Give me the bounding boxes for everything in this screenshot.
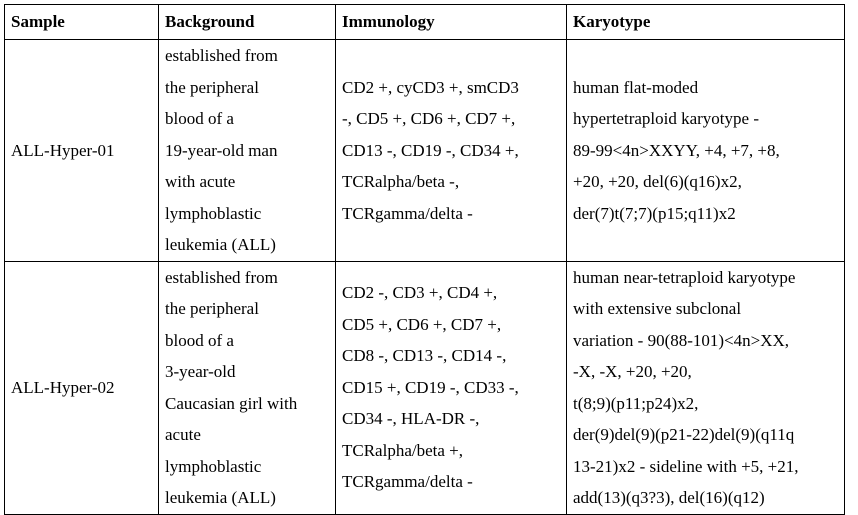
- text-line: CD15 +, CD19 -, CD33 -,: [342, 377, 519, 397]
- text-line: t(8;9)(p11;p24)x2,: [573, 393, 699, 413]
- text-line: CD8 -, CD13 -, CD14 -,: [342, 346, 507, 366]
- header-background: Background: [158, 4, 336, 40]
- text-line: der(7)t(7;7)(p15;q11)x2: [573, 203, 736, 223]
- immunology-cell: CD2 -, CD3 +, CD4 +, CD5 +, CD6 +, CD7 +…: [335, 260, 567, 515]
- text-line: TCRgamma/delta -: [342, 203, 473, 223]
- text-line: blood of a: [165, 109, 234, 128]
- cell-line-table: Sample Background Immunology Karyotype A…: [4, 4, 845, 515]
- text-line: 19-year-old man: [165, 140, 278, 160]
- text-line: 89-99<4n>XXYY, +4, +7, +8,: [573, 140, 780, 160]
- karyotype-cell: human near-tetraploid karyotype with ext…: [566, 260, 845, 515]
- text-line: with extensive subclonal: [573, 299, 742, 318]
- text-line: der(9)del(9)(p21-22)del(9)(q11q: [573, 425, 795, 444]
- text-line: hypertetraploid karyotype -: [573, 109, 759, 128]
- text-line: human flat-moded: [573, 77, 699, 97]
- text-line: TCRalpha/beta -,: [342, 172, 460, 191]
- text-line: leukemia (ALL): [165, 488, 276, 507]
- text-line: with acute: [165, 172, 236, 191]
- text-line: established from: [165, 46, 278, 65]
- text-line: lymphoblastic: [165, 203, 262, 223]
- background-cell: established from the peripheral blood of…: [158, 39, 336, 262]
- text-line: 3-year-old: [165, 362, 236, 381]
- text-line: the peripheral: [165, 77, 259, 97]
- text-line: CD13 -, CD19 -, CD34 +,: [342, 140, 519, 160]
- text-line: Caucasian girl with: [165, 393, 298, 413]
- table-row: ALL-Hyper-02 established from the periph…: [4, 260, 845, 515]
- karyotype-cell: human flat-moded hypertetraploid karyoty…: [566, 39, 845, 262]
- text-line: TCRgamma/delta -: [342, 472, 473, 492]
- text-line: acute: [165, 425, 201, 444]
- text-line: CD5 +, CD6 +, CD7 +,: [342, 314, 502, 334]
- text-line: established from: [165, 267, 278, 287]
- sample-cell: ALL-Hyper-01: [4, 39, 159, 262]
- text-line: variation - 90(88-101)<4n>XX,: [573, 330, 790, 350]
- text-line: leukemia (ALL): [165, 235, 276, 254]
- text-line: human near-tetraploid karyotype: [573, 267, 796, 287]
- header-immunology: Immunology: [335, 4, 567, 40]
- text-line: add(13)(q3?3), del(16)(q12): [573, 488, 765, 507]
- text-line: CD2 -, CD3 +, CD4 +,: [342, 283, 498, 303]
- text-line: -X, -X, +20, +20,: [573, 362, 692, 381]
- immunology-cell: CD2 +, cyCD3 +, smCD3 -, CD5 +, CD6 +, C…: [335, 39, 567, 262]
- text-line: CD34 -, HLA-DR -,: [342, 409, 480, 429]
- text-line: TCRalpha/beta +,: [342, 440, 464, 460]
- sample-cell: ALL-Hyper-02: [4, 260, 159, 515]
- text-line: +20, +20, del(6)(q16)x2,: [573, 172, 742, 191]
- text-line: blood of a: [165, 330, 234, 350]
- header-sample: Sample: [4, 4, 159, 40]
- text-line: 13-21)x2 - sideline with +5, +21,: [573, 456, 799, 476]
- table-row: ALL-Hyper-01 established from the periph…: [4, 39, 845, 262]
- text-line: lymphoblastic: [165, 456, 262, 476]
- header-row: Sample Background Immunology Karyotype: [4, 4, 845, 40]
- text-line: CD2 +, cyCD3 +, smCD3: [342, 77, 519, 97]
- header-karyotype: Karyotype: [566, 4, 845, 40]
- text-line: the peripheral: [165, 299, 259, 318]
- background-cell: established from the peripheral blood of…: [158, 260, 336, 515]
- text-line: -, CD5 +, CD6 +, CD7 +,: [342, 109, 516, 128]
